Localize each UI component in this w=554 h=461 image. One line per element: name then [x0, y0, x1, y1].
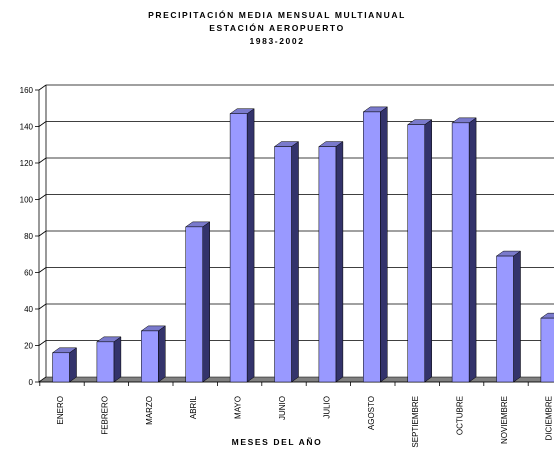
- bar: [540, 317, 554, 383]
- gridline-side: [38, 84, 47, 91]
- bar-side: [335, 141, 344, 383]
- x-tick-label: FEBRERO: [100, 396, 109, 435]
- bar: [496, 255, 514, 383]
- gridline-side: [38, 121, 47, 127]
- bar-side: [158, 325, 166, 383]
- x-tick-label: OCTUBRE: [456, 396, 465, 435]
- bar: [229, 113, 248, 383]
- x-tick-label: JULIO: [322, 396, 331, 419]
- y-tick-label: 20: [24, 342, 33, 351]
- y-tick-label: 140: [20, 123, 34, 132]
- bar: [451, 122, 470, 383]
- y-tick-label: 160: [20, 86, 34, 95]
- bar: [407, 124, 425, 383]
- chart-title-line-1: PRECIPITACIÓN MEDIA MENSUAL MULTIANUAL: [148, 10, 406, 20]
- x-tick-label: ENERO: [56, 396, 65, 424]
- bar-side: [513, 250, 521, 383]
- x-tick-label: NOVIEMBRE: [500, 396, 509, 444]
- bar-side: [202, 221, 210, 383]
- gridline-side: [38, 267, 47, 273]
- x-tick-label: ABRIL: [189, 395, 198, 419]
- bar-side: [113, 336, 122, 383]
- y-tick-label: 120: [20, 159, 34, 168]
- bar-side: [468, 117, 477, 383]
- x-tick-label: MAYO: [234, 396, 243, 419]
- x-tick-label: JUNIO: [278, 396, 287, 420]
- bar-side: [291, 141, 299, 383]
- bar-side: [69, 347, 77, 383]
- bar-side: [424, 119, 432, 383]
- bar: [96, 341, 115, 383]
- bar-top: [540, 312, 554, 319]
- bar-side: [246, 108, 255, 383]
- x-tick-label: MARZO: [145, 396, 154, 425]
- gridline-side: [38, 340, 47, 346]
- x-axis-label: MESES DEL AÑO: [231, 437, 323, 447]
- y-tick-label: 60: [24, 269, 33, 278]
- x-tick-label: DICIEMBRE: [544, 396, 553, 440]
- bar-side: [380, 106, 388, 383]
- y-tick-label: 80: [24, 232, 33, 241]
- gridline-side: [38, 194, 47, 200]
- bar: [52, 352, 70, 383]
- bar: [185, 226, 203, 383]
- bar: [141, 330, 159, 383]
- gridline-side: [38, 303, 47, 310]
- gridline-side: [38, 230, 47, 237]
- y-tick-label: 0: [29, 378, 34, 387]
- chart-title-line-3: 1983-2002: [249, 36, 305, 46]
- bar: [363, 111, 381, 383]
- x-tick-label: AGOSTO: [367, 396, 376, 430]
- y-tick-label: 40: [24, 305, 33, 314]
- bar: [274, 146, 292, 383]
- y-tick-label: 100: [20, 196, 34, 205]
- gridline-side: [38, 157, 47, 164]
- x-tick-label: SEPTIEMBRE: [411, 396, 420, 448]
- bar: [318, 146, 337, 383]
- chart-title-line-2: ESTACIÓN AEROPUERTO: [209, 23, 345, 33]
